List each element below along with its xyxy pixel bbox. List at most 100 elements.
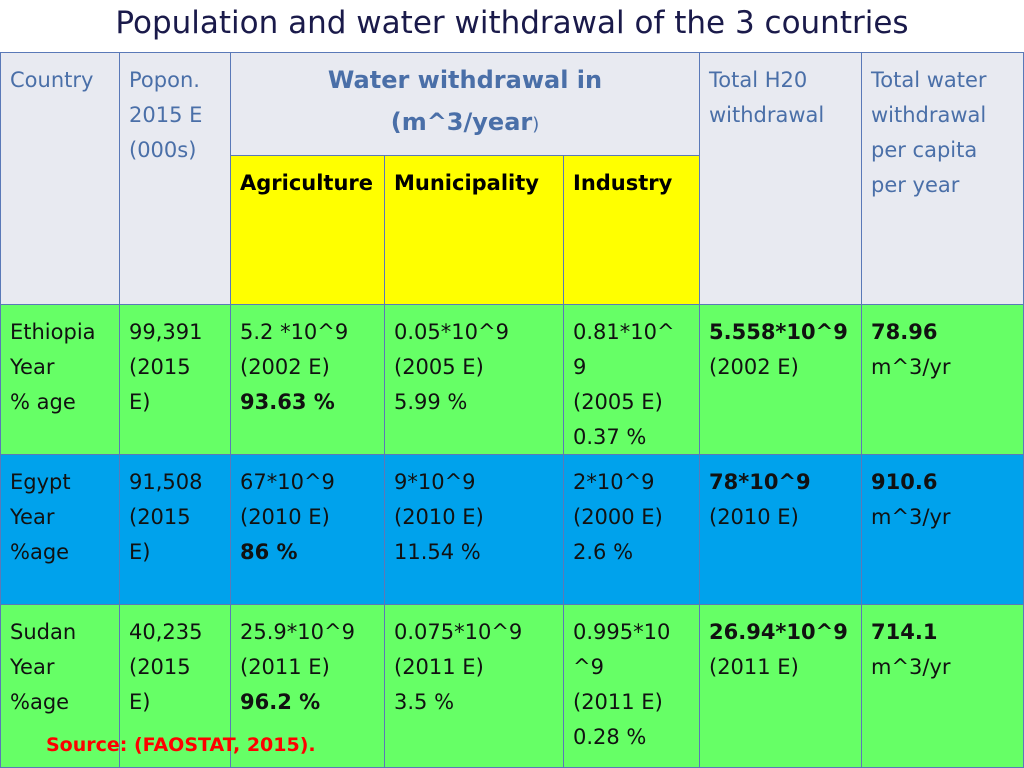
header-agriculture: Agriculture xyxy=(230,155,385,305)
total-value: 78*10^9 xyxy=(709,470,811,494)
industry-value-wrap: 9 xyxy=(573,355,587,379)
agriculture-year: (2002 E) xyxy=(240,355,330,379)
country-year-label: Year xyxy=(10,655,55,679)
header-water-withdrawal: Water withdrawal in (m^3/year) xyxy=(230,52,700,156)
header-water-withdrawal-line-1: Water withdrawal in xyxy=(327,66,603,94)
country-year-label: Year xyxy=(10,355,55,379)
population-value: 91,508 xyxy=(129,470,203,494)
header-water-withdrawal-paren: ) xyxy=(532,114,540,135)
per-capita-unit: m^3/yr xyxy=(871,505,951,529)
row-egypt-per-capita: 910.6 m^3/yr xyxy=(861,454,1024,605)
row-ethiopia-municipality: 0.05*10^9 (2005 E) 5.99 % xyxy=(384,304,564,455)
row-egypt-country: Egypt Year %age xyxy=(0,454,120,605)
population-year-suffix: E) xyxy=(129,390,151,414)
per-capita-value: 714.1 xyxy=(871,620,938,644)
municipality-percent: 5.99 % xyxy=(394,390,468,414)
total-value: 5.558*10^9 xyxy=(709,320,848,344)
row-ethiopia-total: 5.558*10^9 (2002 E) xyxy=(699,304,862,455)
total-year: (2002 E) xyxy=(709,355,799,379)
industry-percent: 0.28 % xyxy=(573,725,647,749)
industry-year: (2011 E) xyxy=(573,690,663,714)
agriculture-percent: 93.63 % xyxy=(240,390,335,414)
municipality-year: (2005 E) xyxy=(394,355,484,379)
header-per-capita: Total water withdrawal per capita per ye… xyxy=(861,52,1024,305)
per-capita-value: 910.6 xyxy=(871,470,938,494)
agriculture-year: (2010 E) xyxy=(240,505,330,529)
row-sudan-industry: 0.995*10 ^9 (2011 E) 0.28 % xyxy=(563,604,700,768)
row-ethiopia-industry: 0.81*10^ 9 (2005 E) 0.37 % xyxy=(563,304,700,455)
row-sudan-population: 40,235 (2015 E) xyxy=(119,604,231,768)
per-capita-value: 78.96 xyxy=(871,320,938,344)
total-year: (2010 E) xyxy=(709,505,799,529)
agriculture-value: 67*10^9 xyxy=(240,470,335,494)
row-sudan-total: 26.94*10^9 (2011 E) xyxy=(699,604,862,768)
slide-title: Population and water withdrawal of the 3… xyxy=(115,5,909,41)
country-percent-label: %age xyxy=(10,690,70,714)
country-name: Sudan xyxy=(10,620,77,644)
row-ethiopia-country: Ethiopia Year % age xyxy=(0,304,120,455)
header-country: Country xyxy=(0,52,120,305)
municipality-year: (2011 E) xyxy=(394,655,484,679)
industry-year: (2005 E) xyxy=(573,390,663,414)
header-total-line-2: withdrawal xyxy=(709,103,825,127)
agriculture-percent: 96.2 % xyxy=(240,690,321,714)
country-name: Egypt xyxy=(10,470,71,494)
agriculture-value: 5.2 *10^9 xyxy=(240,320,349,344)
row-egypt-agriculture: 67*10^9 (2010 E) 86 % xyxy=(230,454,385,605)
header-per-capita-line-3: per capita xyxy=(871,138,978,162)
industry-value: 0.995*10 xyxy=(573,620,671,644)
header-population-line-2: 2015 E xyxy=(129,103,203,127)
header-water-withdrawal-line-2: (m^3/year) xyxy=(240,101,690,146)
source-citation: Source: (FAOSTAT, 2015). xyxy=(46,734,316,756)
header-total-withdrawal: Total H20 withdrawal xyxy=(699,52,862,305)
population-value: 99,391 xyxy=(129,320,203,344)
header-municipality: Municipality xyxy=(384,155,564,305)
municipality-percent: 11.54 % xyxy=(394,540,481,564)
per-capita-unit: m^3/yr xyxy=(871,655,951,679)
row-ethiopia-population: 99,391 (2015 E) xyxy=(119,304,231,455)
header-agriculture-label: Agriculture xyxy=(240,171,374,195)
header-water-withdrawal-unit: (m^3/year xyxy=(390,108,533,136)
header-population: Popon. 2015 E (000s) xyxy=(119,52,231,305)
industry-percent: 0.37 % xyxy=(573,425,647,449)
country-name: Ethiopia xyxy=(10,320,96,344)
agriculture-percent: 86 % xyxy=(240,540,298,564)
municipality-year: (2010 E) xyxy=(394,505,484,529)
municipality-value: 9*10^9 xyxy=(394,470,476,494)
row-egypt-population: 91,508 (2015 E) xyxy=(119,454,231,605)
population-year: (2015 xyxy=(129,655,191,679)
population-year: (2015 xyxy=(129,505,191,529)
industry-value: 2*10^9 xyxy=(573,470,655,494)
industry-value: 0.81*10^ xyxy=(573,320,675,344)
header-per-capita-line-1: Total water xyxy=(871,68,987,92)
header-per-capita-line-4: per year xyxy=(871,173,960,197)
industry-value-wrap: ^9 xyxy=(573,655,604,679)
agriculture-year: (2011 E) xyxy=(240,655,330,679)
industry-percent: 2.6 % xyxy=(573,540,634,564)
municipality-percent: 3.5 % xyxy=(394,690,455,714)
header-country-label: Country xyxy=(10,68,94,92)
header-per-capita-line-2: withdrawal xyxy=(871,103,987,127)
row-egypt-total: 78*10^9 (2010 E) xyxy=(699,454,862,605)
total-value: 26.94*10^9 xyxy=(709,620,848,644)
country-year-label: Year xyxy=(10,505,55,529)
header-population-line-1: Popon. xyxy=(129,68,200,92)
row-sudan-per-capita: 714.1 m^3/yr xyxy=(861,604,1024,768)
municipality-value: 0.05*10^9 xyxy=(394,320,509,344)
agriculture-value: 25.9*10^9 xyxy=(240,620,355,644)
row-egypt-industry: 2*10^9 (2000 E) 2.6 % xyxy=(563,454,700,605)
row-sudan-country: Sudan Year %age xyxy=(0,604,120,768)
total-year: (2011 E) xyxy=(709,655,799,679)
row-sudan-agriculture: 25.9*10^9 (2011 E) 96.2 % xyxy=(230,604,385,768)
row-sudan-municipality: 0.075*10^9 (2011 E) 3.5 % xyxy=(384,604,564,768)
header-industry-label: Industry xyxy=(573,171,673,195)
country-percent-label: % age xyxy=(10,390,76,414)
row-egypt-municipality: 9*10^9 (2010 E) 11.54 % xyxy=(384,454,564,605)
population-year: (2015 xyxy=(129,355,191,379)
row-ethiopia-agriculture: 5.2 *10^9 (2002 E) 93.63 % xyxy=(230,304,385,455)
municipality-value: 0.075*10^9 xyxy=(394,620,523,644)
population-year-suffix: E) xyxy=(129,690,151,714)
population-value: 40,235 xyxy=(129,620,203,644)
industry-year: (2000 E) xyxy=(573,505,663,529)
